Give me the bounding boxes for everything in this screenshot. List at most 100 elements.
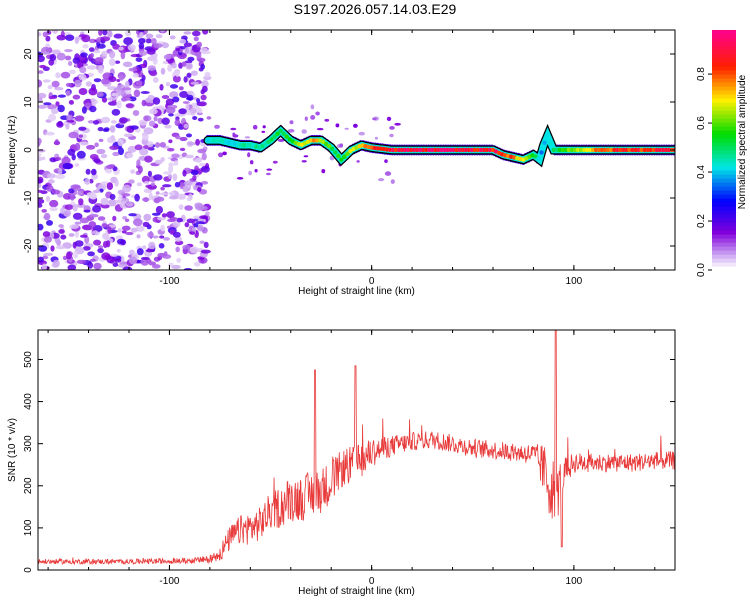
- track-core: [421, 147, 426, 153]
- track-core: [336, 153, 341, 159]
- noise-blob: [38, 97, 43, 103]
- noise-blob: [82, 246, 91, 251]
- noise-blob: [38, 79, 43, 88]
- noise-blob: [130, 227, 138, 233]
- noise-blob: [108, 50, 116, 59]
- noise-blob: [152, 76, 159, 83]
- track-core: [566, 147, 571, 153]
- noise-blob: [153, 116, 158, 122]
- colorbar-tick-label: 0.8: [696, 67, 707, 81]
- colorbar-band: [712, 166, 736, 171]
- y-tick-label: 300: [23, 435, 34, 452]
- noise-blob: [195, 221, 206, 225]
- noise-blob: [102, 30, 108, 36]
- colorbar-band: [712, 98, 736, 103]
- colorbar-band: [712, 38, 736, 43]
- noise-blob: [93, 78, 102, 83]
- track-core: [545, 133, 550, 138]
- noise-blob: [160, 224, 165, 232]
- noise-blob: [175, 246, 180, 253]
- noise-blob: [73, 79, 82, 88]
- noise-blob: [46, 220, 53, 226]
- noise-blob: [103, 127, 110, 131]
- colorbar-band: [712, 250, 736, 255]
- snr-axes: -100 0 100 0 100 200 300 400 500: [23, 329, 676, 587]
- noise-blob: [90, 193, 97, 200]
- noise-blob: [115, 199, 121, 204]
- noise-blob: [172, 96, 180, 103]
- noise-blob: [168, 191, 176, 196]
- colorbar-band: [712, 138, 736, 143]
- noise-blob: [128, 256, 138, 265]
- noise-blob: [89, 105, 97, 113]
- noise-blob: [171, 62, 177, 69]
- noise-blob: [197, 224, 205, 232]
- noise-blob: [195, 138, 201, 146]
- noise-blob: [252, 124, 258, 130]
- noise-blob: [184, 154, 194, 159]
- noise-blob: [42, 255, 49, 260]
- noise-blob: [68, 233, 75, 237]
- track-core: [542, 140, 547, 145]
- noise-blob: [47, 85, 53, 90]
- noise-blob: [134, 193, 140, 202]
- noise-blob: [121, 87, 132, 91]
- colorbar-band: [712, 142, 736, 147]
- snr-series: [38, 330, 675, 566]
- noise-blob: [128, 179, 135, 184]
- noise-blob: [60, 71, 71, 79]
- colorbar-band: [712, 110, 736, 115]
- track-core: [311, 138, 317, 143]
- noise-blob: [54, 87, 64, 91]
- noise-blob: [101, 252, 111, 260]
- noise-blob: [78, 73, 87, 81]
- noise-blob: [384, 171, 392, 176]
- noise-blob: [117, 228, 122, 233]
- noise-blob: [86, 65, 97, 70]
- noise-blob: [155, 34, 163, 39]
- noise-blob: [141, 99, 147, 107]
- noise-blob: [196, 41, 202, 48]
- noise-blob: [169, 84, 179, 89]
- figure-title: S197.2026.057.14.03.E29: [293, 1, 457, 17]
- noise-blob: [141, 74, 146, 82]
- noise-blob: [168, 139, 173, 144]
- noise-blob: [111, 92, 119, 97]
- noise-blob: [161, 213, 167, 218]
- track-core: [239, 143, 244, 148]
- noise-blob: [105, 168, 113, 174]
- noise-blob: [38, 55, 45, 63]
- noise-blob: [38, 245, 48, 252]
- noise-blob: [142, 245, 147, 250]
- colorbar-band: [712, 230, 736, 235]
- colorbar-band: [712, 62, 736, 67]
- noise-blob: [129, 249, 135, 255]
- noise-blob: [84, 178, 91, 185]
- noise-blob: [43, 102, 52, 106]
- noise-blob: [378, 178, 385, 182]
- colorbar-band: [712, 118, 736, 123]
- noise-blob: [38, 198, 45, 205]
- colorbar-band: [712, 126, 736, 131]
- colorbar-band: [712, 254, 736, 259]
- noise-blob: [45, 35, 51, 42]
- noise-blob: [46, 173, 56, 179]
- noise-blob: [130, 125, 139, 130]
- noise-blob: [74, 36, 79, 44]
- track-core: [342, 154, 347, 159]
- noise-blob: [266, 172, 271, 176]
- track-core: [266, 139, 271, 144]
- noise-blob: [93, 49, 101, 54]
- noise-blob: [65, 34, 75, 41]
- noise-blob: [254, 169, 258, 173]
- noise-blob: [133, 218, 143, 227]
- noise-blob: [266, 168, 273, 171]
- noise-blob: [116, 238, 126, 245]
- noise-blob: [114, 258, 122, 263]
- track-core: [439, 147, 444, 153]
- noise-blob: [301, 160, 307, 163]
- noise-blob: [76, 203, 86, 208]
- noise-blob: [89, 53, 95, 58]
- track-core: [639, 147, 644, 153]
